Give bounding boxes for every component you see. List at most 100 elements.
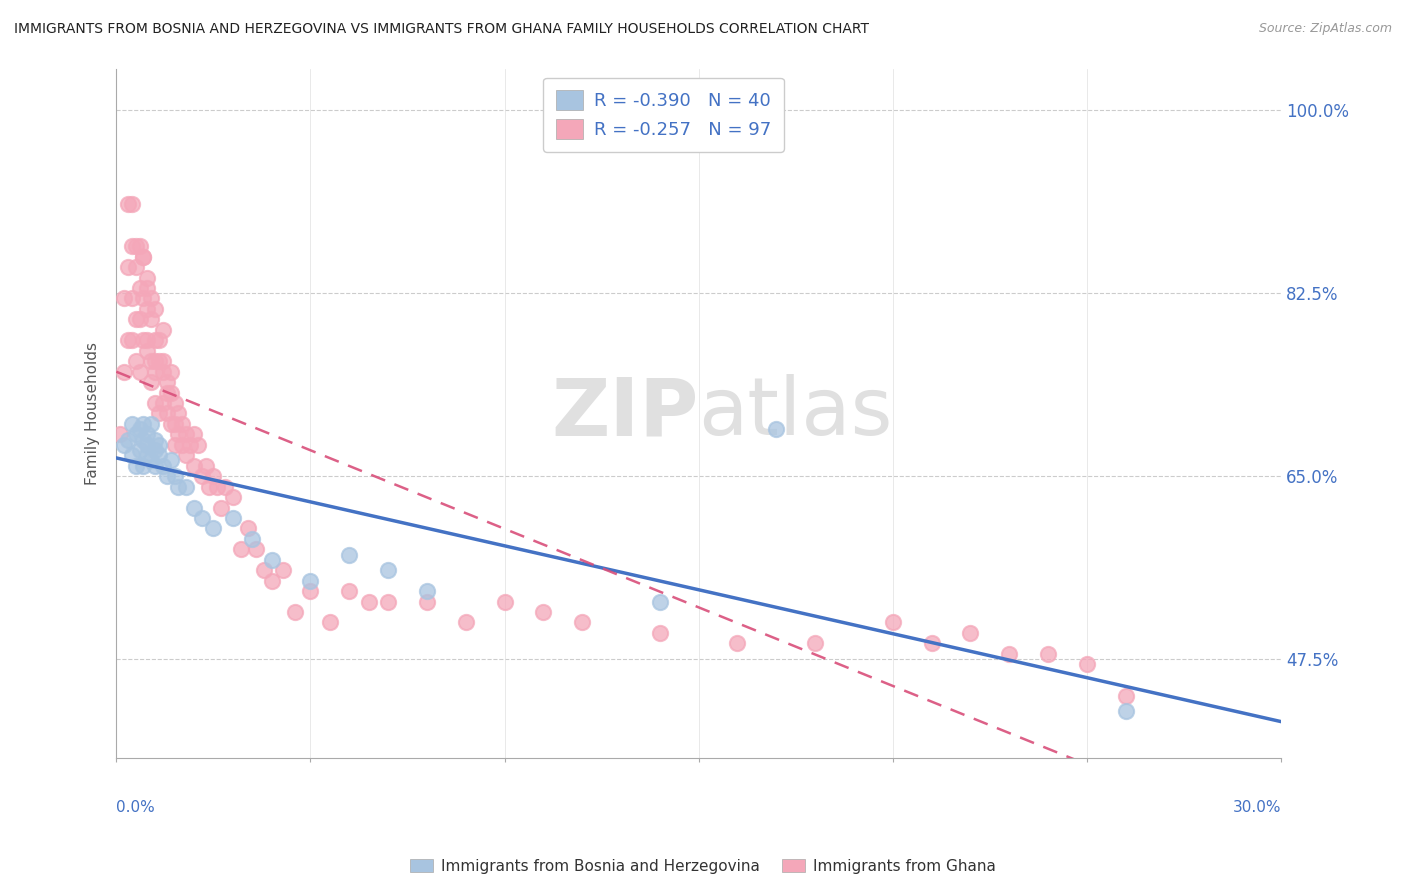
Point bbox=[152, 323, 174, 337]
Point bbox=[205, 480, 228, 494]
Point bbox=[172, 417, 194, 431]
Point bbox=[167, 480, 190, 494]
Point bbox=[121, 292, 143, 306]
Point bbox=[1115, 689, 1137, 703]
Point bbox=[183, 500, 205, 515]
Point bbox=[156, 469, 179, 483]
Point bbox=[159, 385, 181, 400]
Point bbox=[128, 443, 150, 458]
Point bbox=[416, 584, 439, 599]
Text: 30.0%: 30.0% bbox=[1233, 800, 1281, 814]
Legend: Immigrants from Bosnia and Herzegovina, Immigrants from Ghana: Immigrants from Bosnia and Herzegovina, … bbox=[404, 853, 1002, 880]
Point bbox=[136, 301, 159, 316]
Point bbox=[141, 453, 163, 467]
Point bbox=[337, 584, 360, 599]
Point bbox=[194, 458, 217, 473]
Point bbox=[209, 500, 232, 515]
Point bbox=[253, 563, 276, 577]
Point bbox=[121, 197, 143, 211]
Point bbox=[141, 312, 163, 326]
Point bbox=[959, 626, 981, 640]
Point bbox=[136, 448, 159, 462]
Point bbox=[125, 427, 148, 442]
Point bbox=[284, 605, 307, 619]
Point bbox=[132, 433, 155, 447]
Point bbox=[132, 250, 155, 264]
Point bbox=[148, 406, 170, 420]
Point bbox=[132, 250, 155, 264]
Point bbox=[299, 584, 322, 599]
Point bbox=[531, 605, 554, 619]
Point bbox=[132, 292, 155, 306]
Point bbox=[159, 365, 181, 379]
Point bbox=[648, 594, 671, 608]
Point bbox=[152, 365, 174, 379]
Point bbox=[143, 443, 166, 458]
Point bbox=[156, 385, 179, 400]
Point bbox=[187, 438, 209, 452]
Point bbox=[117, 333, 139, 347]
Point bbox=[299, 574, 322, 588]
Text: Source: ZipAtlas.com: Source: ZipAtlas.com bbox=[1258, 22, 1392, 36]
Point bbox=[132, 333, 155, 347]
Point bbox=[143, 365, 166, 379]
Point bbox=[222, 511, 245, 525]
Point bbox=[190, 511, 212, 525]
Point bbox=[141, 417, 163, 431]
Point bbox=[125, 354, 148, 368]
Point bbox=[174, 427, 197, 442]
Point bbox=[136, 427, 159, 442]
Point bbox=[238, 521, 260, 535]
Point bbox=[152, 458, 174, 473]
Point bbox=[494, 594, 516, 608]
Point bbox=[174, 480, 197, 494]
Point bbox=[125, 312, 148, 326]
Text: IMMIGRANTS FROM BOSNIA AND HERZEGOVINA VS IMMIGRANTS FROM GHANA FAMILY HOUSEHOLD: IMMIGRANTS FROM BOSNIA AND HERZEGOVINA V… bbox=[14, 22, 869, 37]
Point bbox=[121, 417, 143, 431]
Point bbox=[179, 438, 201, 452]
Point bbox=[136, 343, 159, 358]
Point bbox=[141, 292, 163, 306]
Point bbox=[108, 427, 131, 442]
Point bbox=[260, 574, 283, 588]
Point bbox=[112, 365, 135, 379]
Point bbox=[167, 427, 190, 442]
Point bbox=[148, 333, 170, 347]
Point bbox=[148, 354, 170, 368]
Point bbox=[136, 281, 159, 295]
Point bbox=[183, 458, 205, 473]
Point bbox=[132, 458, 155, 473]
Point bbox=[117, 260, 139, 274]
Point bbox=[128, 365, 150, 379]
Point bbox=[377, 563, 399, 577]
Point bbox=[804, 636, 827, 650]
Point bbox=[271, 563, 294, 577]
Point bbox=[141, 354, 163, 368]
Point bbox=[1036, 647, 1059, 661]
Point bbox=[198, 480, 221, 494]
Point bbox=[163, 417, 186, 431]
Point bbox=[1076, 657, 1098, 672]
Point bbox=[921, 636, 943, 650]
Point bbox=[377, 594, 399, 608]
Point bbox=[121, 448, 143, 462]
Point bbox=[143, 354, 166, 368]
Point bbox=[125, 239, 148, 253]
Point bbox=[202, 521, 225, 535]
Point bbox=[156, 406, 179, 420]
Point bbox=[163, 438, 186, 452]
Text: ZIP: ZIP bbox=[551, 375, 699, 452]
Point bbox=[172, 438, 194, 452]
Point bbox=[117, 433, 139, 447]
Point bbox=[202, 469, 225, 483]
Point bbox=[998, 647, 1021, 661]
Point bbox=[571, 615, 593, 630]
Point bbox=[765, 422, 787, 436]
Point bbox=[143, 458, 166, 473]
Point bbox=[125, 458, 148, 473]
Point bbox=[152, 396, 174, 410]
Point bbox=[136, 438, 159, 452]
Point bbox=[222, 490, 245, 504]
Point bbox=[143, 433, 166, 447]
Point bbox=[128, 239, 150, 253]
